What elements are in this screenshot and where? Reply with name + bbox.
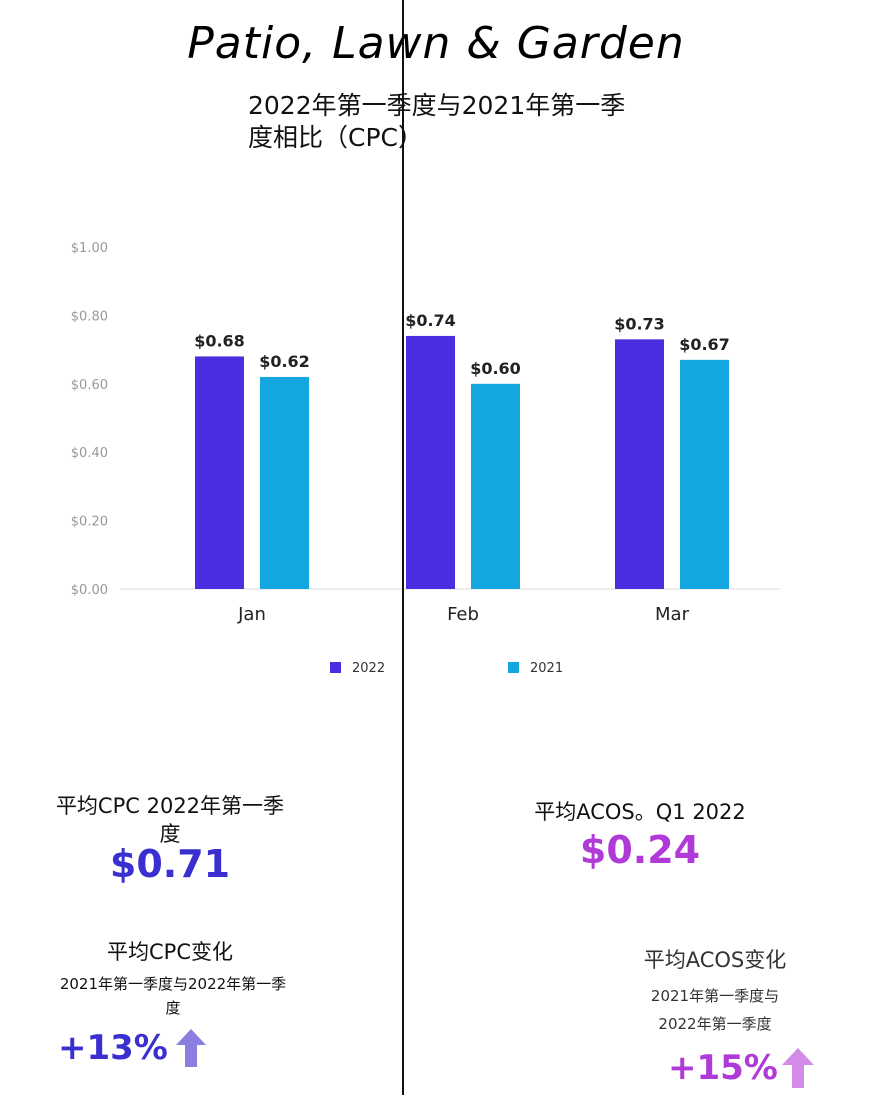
- avg-cpc-value: $0.71: [109, 842, 231, 886]
- acos-change-sub-2: 2022年第一季度: [658, 1015, 772, 1033]
- arrow-up-icon: [781, 1048, 814, 1088]
- y-tick-label: $0.40: [71, 446, 108, 461]
- divider-line: [402, 0, 404, 1095]
- data-label: $0.74: [405, 311, 456, 330]
- y-tick-label: $0.60: [71, 378, 108, 393]
- data-label: $0.68: [194, 331, 245, 350]
- cpc-change-label: 平均CPC变化: [107, 940, 233, 964]
- x-tick-label: Feb: [447, 604, 479, 625]
- bar-2022-jan: [195, 356, 244, 589]
- acos-change-sub-1: 2021年第一季度与: [650, 987, 780, 1005]
- y-tick-label: $0.80: [71, 309, 108, 324]
- data-label: $0.62: [259, 352, 310, 371]
- bar-2022-mar: [615, 339, 664, 589]
- bar-2021-mar: [680, 359, 729, 589]
- page-title: Patio, Lawn & Garden: [187, 18, 685, 69]
- acos-change-value: +15%: [668, 1048, 778, 1088]
- arrow-up-icon: [175, 1029, 206, 1067]
- legend-label: 2021: [530, 661, 563, 676]
- data-label: $0.73: [614, 314, 665, 333]
- bar-2021-feb: [471, 383, 520, 589]
- chart-subtitle: 2022年第一季度与2021年第一季度相比（CPC）: [248, 91, 626, 152]
- cpc-change-sub: 2021年第一季度与2022年第一季度: [59, 975, 287, 1017]
- legend-label: 2022: [352, 661, 385, 676]
- legend-swatch-2021: [508, 662, 519, 673]
- bar-2022-feb: [406, 335, 455, 589]
- bar-2021-jan: [260, 376, 309, 589]
- y-tick-label: $1.00: [71, 241, 108, 256]
- y-tick-label: $0.00: [71, 583, 108, 598]
- legend-swatch-2022: [330, 662, 341, 673]
- data-label: $0.60: [470, 359, 521, 378]
- avg-acos-value: $0.24: [579, 828, 701, 872]
- data-label: $0.67: [679, 335, 730, 354]
- bar-chart: $0.00 $0.20 $0.40 $0.60 $0.80 $1.00 $0.68 $0.62…: [71, 241, 780, 676]
- acos-change-label: 平均ACOS变化: [643, 948, 787, 972]
- avg-cpc-label: 平均CPC 2022年第一季度: [55, 794, 285, 846]
- avg-acos-label: 平均ACOS。Q1 2022: [534, 800, 746, 824]
- x-tick-label: Jan: [237, 604, 266, 625]
- cpc-change-value: +13%: [58, 1028, 168, 1068]
- x-tick-label: Mar: [655, 604, 690, 625]
- y-tick-label: $0.20: [71, 515, 108, 530]
